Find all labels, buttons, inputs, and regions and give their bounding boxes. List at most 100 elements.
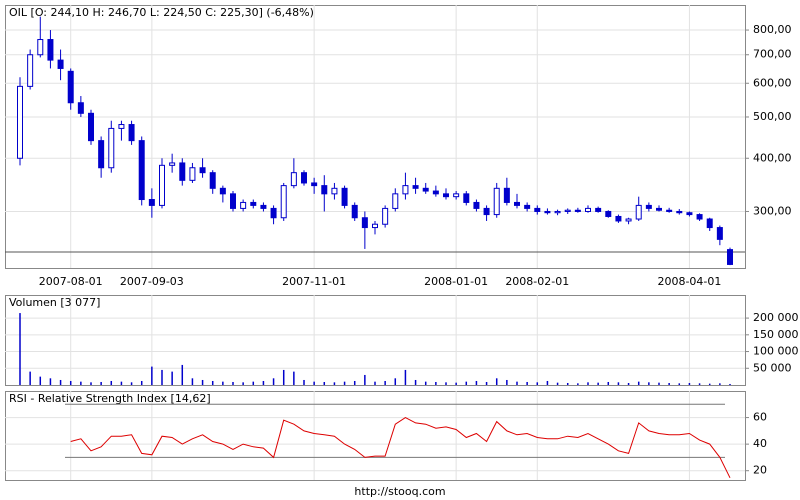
volume-bar	[384, 380, 386, 385]
candle-body	[98, 140, 105, 169]
volume-bar	[637, 381, 640, 385]
volume-bar	[668, 382, 670, 385]
volume-bar	[272, 378, 275, 385]
volume-bar	[59, 379, 62, 385]
volume-bar	[39, 376, 42, 385]
candle-body	[199, 167, 206, 174]
volume-bar	[374, 381, 376, 385]
volume-bar	[201, 379, 204, 385]
y-tick-label: 500,00	[753, 110, 792, 123]
y-tick-label: 150 000	[753, 328, 799, 341]
volume-bar	[120, 381, 123, 385]
volume-bar	[323, 381, 326, 385]
y-tick-label: 200 000	[753, 311, 799, 324]
volume-bar	[526, 381, 528, 385]
candle-body	[351, 204, 358, 219]
candle-body	[696, 214, 703, 220]
candle-body	[382, 207, 389, 225]
candle-body	[108, 127, 115, 169]
y-tick-label: 300,00	[753, 204, 792, 217]
volume-bar	[262, 380, 265, 385]
volume-bar	[252, 381, 255, 385]
candle-body	[727, 249, 733, 265]
volume-bar	[587, 382, 589, 385]
volume-bar	[151, 366, 153, 385]
volume-bar	[688, 382, 691, 385]
candle-body	[240, 201, 247, 209]
x-tick-label: 2008-04-01	[657, 275, 721, 288]
candle-body	[331, 187, 338, 195]
plot-area	[5, 295, 745, 385]
volume-bar	[556, 382, 559, 385]
y-tick-label: 400,00	[753, 151, 792, 164]
candle-body	[402, 185, 409, 195]
candle-body	[219, 187, 226, 195]
volume-bar	[404, 369, 407, 385]
x-tick-label: 2007-09-03	[120, 275, 184, 288]
volume-bar	[708, 383, 711, 385]
candle-body	[341, 187, 348, 206]
volume-bar	[19, 313, 21, 385]
candle-body	[605, 210, 612, 217]
candle-body	[159, 164, 165, 206]
candle-body	[524, 204, 531, 209]
candle-body	[493, 187, 500, 216]
candle-body	[77, 102, 84, 114]
volume-bar	[627, 382, 630, 385]
candle-body	[635, 204, 642, 220]
candle-body	[686, 212, 693, 216]
candle-body	[311, 182, 318, 187]
candle-body	[656, 207, 662, 211]
panel-title: RSI - Relative Strength Index [14,62]	[9, 392, 211, 405]
volume-bar	[343, 381, 346, 385]
candle-body	[706, 218, 713, 229]
candle-body	[67, 70, 74, 104]
candle-body	[260, 204, 267, 209]
candle-body	[138, 140, 145, 201]
footer: http://stooq.com	[354, 485, 445, 498]
volume-bar	[516, 381, 518, 385]
candle-body	[169, 162, 176, 166]
candle-body	[118, 124, 125, 129]
candle-body	[564, 209, 571, 212]
candle-body	[148, 199, 155, 206]
volume-bar	[80, 381, 82, 385]
volume-bar	[90, 382, 92, 385]
candle-body	[422, 187, 429, 192]
candle-body	[453, 193, 460, 198]
volume-bar	[546, 380, 549, 385]
volume-bar	[29, 371, 31, 385]
volume-bar	[364, 374, 366, 385]
candle-body	[544, 210, 551, 214]
y-tick-label: 60	[753, 411, 767, 424]
volume-bar	[678, 383, 681, 385]
volume-bar	[353, 380, 356, 385]
volume-bar	[465, 381, 468, 385]
y-tick-label: 50 000	[753, 361, 792, 374]
price-panel	[5, 5, 746, 269]
candle-body	[27, 54, 34, 87]
x-tick-label: 2008-01-01	[424, 275, 488, 288]
rsi-line	[70, 417, 731, 479]
candle-body	[503, 187, 510, 203]
volume-bar	[597, 382, 599, 385]
volume-bar	[49, 378, 52, 385]
volume-bar	[577, 383, 579, 385]
volume-bar	[181, 364, 184, 385]
volume-bar	[506, 379, 508, 385]
y-tick-label: 20	[753, 464, 767, 477]
volume-bar	[282, 369, 285, 385]
volume-bar	[617, 382, 620, 385]
candle-body	[372, 223, 378, 229]
volume-bar	[607, 381, 610, 385]
panel-title: OIL [O: 244,10 H: 246,70 L: 224,50 C: 22…	[9, 6, 314, 19]
volume-bar	[485, 381, 488, 385]
volume-bar	[211, 380, 214, 385]
candle-body	[290, 172, 297, 187]
volume-bar	[658, 382, 660, 385]
candle-body	[280, 185, 287, 219]
volume-bar	[293, 371, 295, 385]
volume-bar	[495, 378, 498, 385]
candle-body	[57, 59, 64, 69]
